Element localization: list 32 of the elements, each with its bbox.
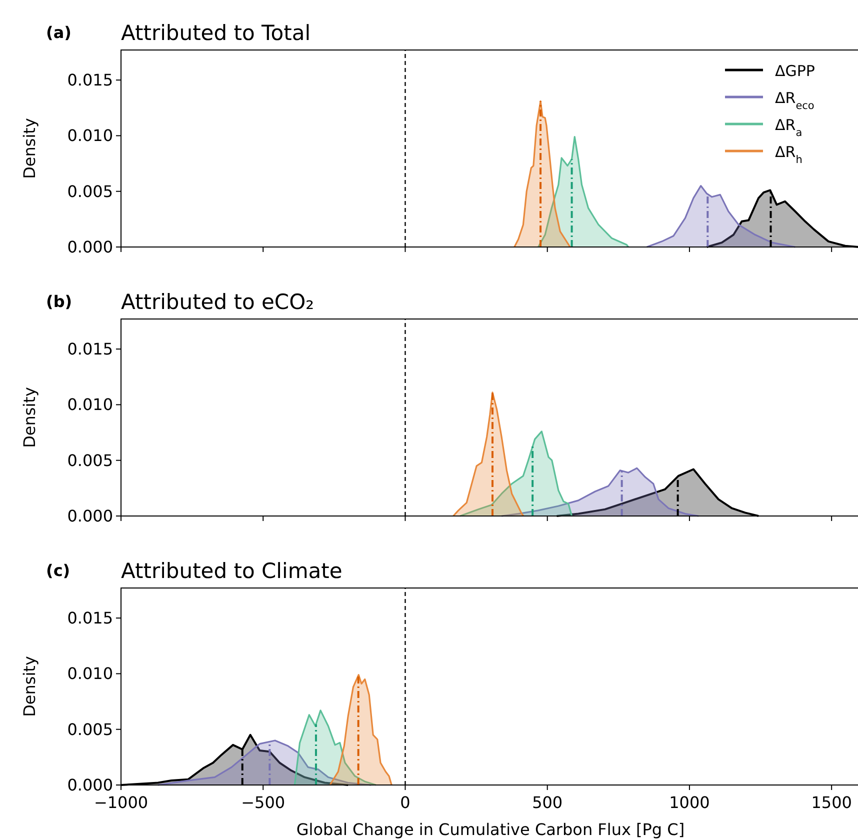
- x-tick-label: 500: [532, 793, 563, 812]
- y-tick-label: 0.015: [67, 608, 113, 628]
- text: (c): [46, 561, 70, 580]
- y-tick-label: 0.010: [67, 126, 113, 146]
- x-tick-label: 1500: [811, 793, 852, 812]
- legend-label: ΔR$_{a}$: [775, 116, 802, 139]
- y-tick-label: 0.015: [67, 340, 113, 359]
- y-tick-label: 0.000: [67, 238, 113, 256]
- x-axis-title: Global Change in Cumulative Carbon Flux [Pg C]: [296, 820, 685, 839]
- y-tick-label: 0.005: [67, 450, 113, 470]
- legend-label: ΔR$_{h}$: [775, 143, 802, 166]
- chart-title: Attributed to Climate: [121, 559, 342, 583]
- y-tick-label: 0.005: [67, 182, 113, 201]
- text: (a): [46, 23, 72, 42]
- y-tick-label: 0.015: [67, 70, 113, 90]
- y-tick-label: 0.005: [67, 720, 113, 739]
- x-tick-label: −500: [241, 793, 286, 812]
- chart-title: Attributed to Total: [121, 21, 311, 45]
- y-tick-label: 0.000: [67, 776, 113, 794]
- text: (b): [46, 292, 72, 311]
- legend-label: ΔR$_{eco}$: [775, 89, 814, 112]
- y-axis-title: Density: [20, 387, 39, 448]
- x-tick-label: −1000: [94, 793, 148, 812]
- y-tick-label: 0.010: [67, 664, 113, 684]
- legend-label: ΔGPP: [775, 62, 815, 80]
- y-tick-label: 0.000: [67, 506, 113, 526]
- chart-title: Attributed to eCO₂: [121, 290, 314, 314]
- y-tick-label: 0.010: [67, 395, 113, 414]
- y-axis-title: Density: [20, 656, 39, 717]
- x-tick-label: 1000: [669, 793, 710, 812]
- y-axis-title: Density: [20, 118, 39, 179]
- x-tick-label: 0: [400, 793, 410, 812]
